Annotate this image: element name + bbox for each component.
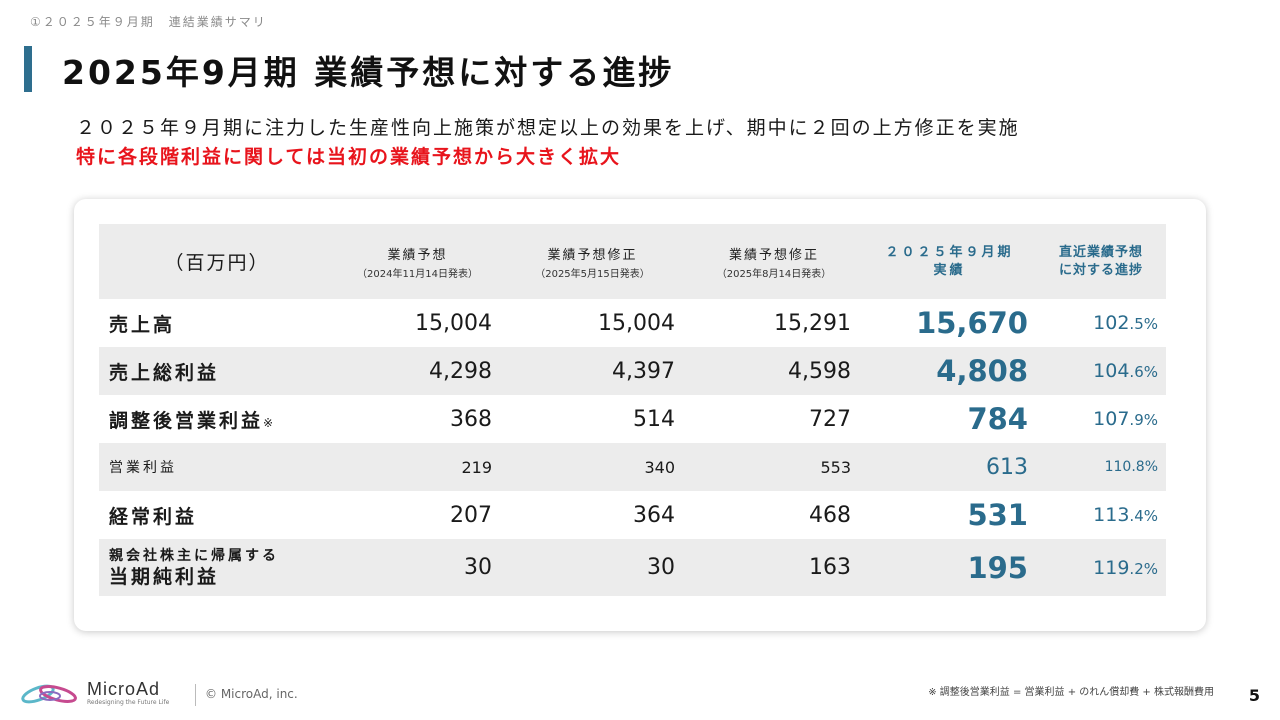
progress-int: 119: [1093, 556, 1130, 579]
progress-int: 113: [1093, 504, 1130, 526]
page-title: 2025年9月期 業績予想に対する進捗: [62, 53, 675, 92]
logo-mark-icon: [21, 684, 77, 704]
progress-dec: .4%: [1129, 507, 1158, 525]
forecast-aug-value: 468: [809, 502, 851, 528]
forecast-initial-value: 4,298: [429, 358, 492, 384]
progress-value: 107.9%: [1036, 395, 1166, 443]
forecast-initial-value: 207: [450, 502, 492, 528]
actual-value: 784: [967, 402, 1028, 436]
row-label-prefix: 親会社株主に帰属する: [109, 547, 279, 564]
row-label: 経常利益: [109, 505, 198, 528]
header-main: 業績予想: [387, 247, 448, 263]
forecast-may-value: 4,397: [612, 358, 675, 384]
forecast-may-value: 514: [633, 406, 675, 432]
footnote-marker: ※: [263, 415, 274, 430]
progress-value: 102.5%: [1036, 299, 1166, 347]
footnote: ※ 調整後営業利益 = 営業利益 + のれん償却費 + 株式報酬費用: [928, 687, 1214, 698]
summary-highlight: 特に各段階利益に関しては当初の業績予想から大きく拡大: [76, 146, 622, 168]
header-main: 業績予想修正: [728, 247, 819, 263]
breadcrumb: ①２０２５年９月期 連結業績サマリ: [30, 15, 267, 29]
page-number: 5: [1248, 686, 1260, 705]
header-main: ２０２５年９月期: [885, 244, 1014, 260]
brand-name: MicroAd: [87, 679, 161, 699]
row-label-text: 調整後営業利益: [109, 409, 264, 432]
actual-value: 15,670: [916, 306, 1028, 340]
results-card: （百万円） 業績予想 （2024年11月14日発表） 業績予想修正 （2025年…: [74, 199, 1206, 631]
brand-tagline: Redesigning the Future Life: [87, 699, 170, 706]
forecast-initial-value: 30: [464, 555, 492, 580]
row-label: 売上総利益: [109, 361, 220, 384]
header-date: （2024年11月14日発表）: [357, 268, 478, 280]
table-row-ordinary-profit: 経常利益 207 364 468 531 113.4%: [99, 491, 1166, 539]
microad-logo: MicroAd Redesigning the Future Life: [18, 679, 188, 708]
progress-dec: .6%: [1129, 363, 1158, 381]
header-forecast-revision-may: 業績予想修正 （2025年5月15日発表）: [500, 224, 685, 299]
row-label: 売上高: [109, 313, 176, 336]
progress-int: 107: [1093, 408, 1130, 430]
summary-line: ２０２５年９月期に注力した生産性向上施策が想定以上の効果を上げ、期中に２回の上方…: [76, 117, 1020, 139]
progress-dec: .2%: [1129, 559, 1158, 578]
actual-value: 531: [967, 498, 1028, 532]
forecast-initial-value: 219: [461, 457, 492, 477]
table-row-net-income: 親会社株主に帰属する 当期純利益 30 30 163 195 119.2%: [99, 539, 1166, 596]
header-date: （2025年5月15日発表）: [535, 268, 650, 280]
row-label: 営業利益: [109, 460, 177, 476]
forecast-may-value: 30: [647, 555, 675, 580]
actual-value: 4,808: [936, 354, 1028, 388]
title-accent-bar: [24, 46, 32, 92]
table-row-revenue: 売上高 15,004 15,004 15,291 15,670 102.5%: [99, 299, 1166, 347]
forecast-aug-value: 727: [809, 406, 851, 432]
progress-dec: .9%: [1129, 411, 1158, 429]
progress-value: 113.4%: [1036, 491, 1166, 539]
copyright: © MicroAd, inc.: [205, 687, 298, 701]
unit-header: （百万円）: [164, 252, 270, 274]
progress-value: 110.8%: [1104, 459, 1158, 475]
results-table: （百万円） 業績予想 （2024年11月14日発表） 業績予想修正 （2025年…: [99, 224, 1166, 596]
actual-value: 195: [967, 550, 1028, 585]
table-row-gross-profit: 売上総利益 4,298 4,397 4,598 4,808 104.6%: [99, 347, 1166, 395]
header-forecast-initial: 業績予想 （2024年11月14日発表）: [335, 224, 500, 299]
forecast-initial-value: 15,004: [415, 310, 492, 336]
header-main: 業績予想修正: [547, 247, 638, 263]
header-main: 直近業績予想: [1058, 244, 1143, 260]
table-row-operating-profit: 営業利益 219 340 553 613 110.8%: [99, 443, 1166, 491]
forecast-aug-value: 553: [820, 457, 851, 477]
footer-divider: [195, 684, 196, 706]
forecast-initial-value: 368: [450, 406, 492, 432]
forecast-aug-value: 163: [809, 555, 851, 580]
header-date: （2025年8月14日発表）: [716, 268, 832, 280]
header-progress: 直近業績予想 に対する進捗: [1036, 224, 1166, 299]
actual-value: 613: [986, 454, 1028, 480]
table-row-adjusted-operating-profit: 調整後営業利益※ 368 514 727 784 107.9%: [99, 395, 1166, 443]
forecast-may-value: 340: [644, 457, 675, 477]
forecast-aug-value: 15,291: [774, 310, 851, 336]
forecast-aug-value: 4,598: [788, 358, 851, 384]
forecast-may-value: 15,004: [598, 310, 675, 336]
table-header-row: （百万円） 業績予想 （2024年11月14日発表） 業績予想修正 （2025年…: [99, 224, 1166, 299]
progress-int: 102: [1093, 312, 1130, 334]
progress-value: 119.2%: [1036, 539, 1166, 596]
header-actual: ２０２５年９月期 実績: [863, 224, 1036, 299]
row-label: 親会社株主に帰属する 当期純利益: [99, 539, 335, 596]
progress-value: 104.6%: [1036, 347, 1166, 395]
header-forecast-revision-aug: 業績予想修正 （2025年8月14日発表）: [685, 224, 863, 299]
forecast-may-value: 364: [633, 502, 675, 528]
header-main: に対する進捗: [1058, 262, 1143, 278]
header-main: 実績: [933, 262, 966, 278]
row-label-text: 当期純利益: [109, 565, 220, 588]
progress-dec: .5%: [1129, 315, 1158, 333]
row-label: 調整後営業利益※: [99, 395, 335, 443]
progress-int: 104: [1093, 360, 1130, 382]
